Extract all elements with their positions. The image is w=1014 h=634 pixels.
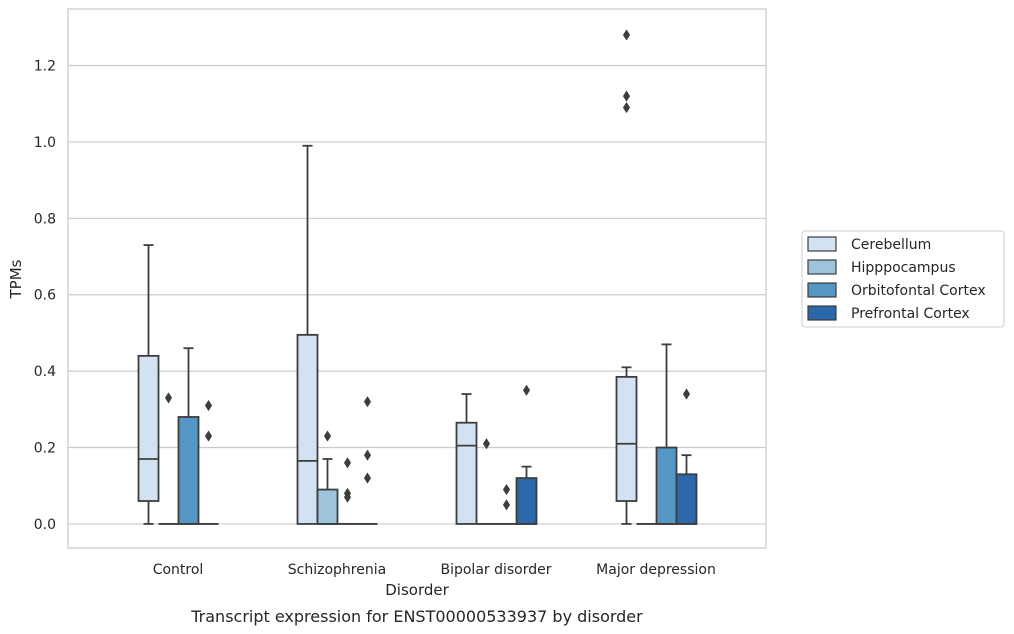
x-tick-label: Major depression [596, 562, 716, 578]
outlier-point [622, 90, 631, 102]
y-tick-label: 0.8 [34, 211, 56, 227]
legend-label: Orbitofontal Cortex [851, 283, 986, 299]
box-body [615, 375, 638, 502]
outlier-point [502, 499, 511, 511]
box-hipppocampus [316, 430, 339, 525]
y-tick-label: 1.2 [34, 59, 56, 75]
outlier-point [682, 388, 691, 400]
box-body [675, 473, 698, 525]
x-tick-label: Bipolar disorder [440, 562, 551, 578]
x-axis-label: Disorder [385, 581, 449, 599]
legend-label: Hipppocampus [851, 260, 956, 276]
outlier-point [363, 396, 372, 408]
legend-label: Prefrontal Cortex [851, 306, 970, 322]
y-tick-label: 0.4 [34, 364, 56, 380]
box-orbitofontal-cortex [337, 457, 358, 525]
y-axis-ticks: 0.0 0.2 0.4 0.6 0.8 1.0 1.2 [34, 59, 56, 533]
x-tick-label: Control [153, 562, 204, 578]
box-cerebellum [615, 29, 638, 525]
box-hipppocampus [158, 392, 179, 525]
box-prefrontal-cortex [515, 384, 538, 525]
outlier-point [522, 384, 531, 396]
y-axis-label: TPMs [7, 259, 25, 299]
outlier-point [622, 29, 631, 41]
box-body [137, 354, 160, 502]
box-cerebellum [455, 393, 478, 525]
x-axis-ticks: Control Schizophrenia Bipolar disorder Majo… [153, 562, 716, 578]
box-body [177, 416, 200, 525]
outlier-point [343, 487, 352, 500]
outlier-point [164, 392, 173, 404]
outlier-point [204, 430, 213, 442]
y-tick-label: 1.0 [34, 135, 56, 151]
legend-frame [801, 230, 1005, 328]
box-body [655, 446, 678, 525]
outlier-point [363, 449, 372, 461]
outlier-point [622, 101, 631, 114]
plot-area [137, 29, 698, 525]
y-tick-label: 0.2 [34, 441, 56, 457]
legend-label: Cerebellum [851, 237, 931, 253]
y-tick-label: 0.6 [34, 288, 56, 304]
chart-caption: Transcript expression for ENST0000053393… [190, 607, 643, 626]
box-cerebellum [296, 144, 319, 525]
plot-frame [67, 8, 767, 549]
legend-swatch [807, 305, 837, 321]
x-tick-label: Schizophrenia [288, 562, 386, 578]
box-prefrontal-cortex [357, 396, 378, 525]
box-orbitofontal-cortex [496, 483, 517, 525]
box-body [316, 488, 339, 525]
box-orbitofontal-cortex [655, 343, 678, 525]
outlier-point [343, 457, 352, 469]
box-hipppocampus [476, 438, 497, 525]
outlier-point [363, 472, 372, 484]
outlier-point [502, 483, 511, 496]
outlier-point [204, 399, 213, 412]
legend: Cerebellum Hipppocampus Orbitofontal Corte… [801, 230, 1005, 328]
y-tick-label: 0.0 [34, 517, 56, 533]
box-prefrontal-cortex [198, 399, 219, 525]
legend-swatch [807, 259, 837, 275]
outlier-point [482, 438, 491, 450]
box-cerebellum [137, 244, 160, 525]
outlier-point [323, 430, 332, 442]
box-orbitofontal-cortex [177, 347, 200, 525]
box-body [515, 477, 538, 525]
box-prefrontal-cortex [675, 388, 698, 525]
legend-swatch [807, 236, 837, 252]
box-body [455, 421, 478, 525]
box-body [296, 333, 319, 525]
legend-swatch [807, 282, 837, 298]
